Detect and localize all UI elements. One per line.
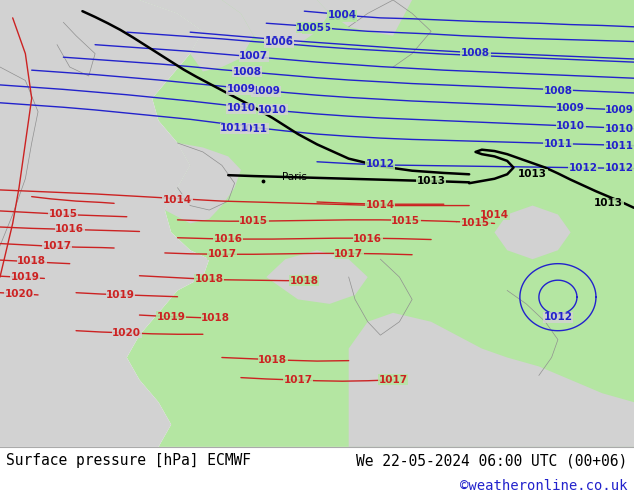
Polygon shape xyxy=(0,0,209,447)
Text: 1017: 1017 xyxy=(42,241,72,251)
Text: 1009: 1009 xyxy=(226,84,256,95)
Text: 1010: 1010 xyxy=(556,121,585,131)
Polygon shape xyxy=(222,0,330,45)
Text: 1014: 1014 xyxy=(163,195,192,205)
Text: 1016: 1016 xyxy=(214,234,243,244)
Text: 1006: 1006 xyxy=(264,37,294,48)
Polygon shape xyxy=(165,143,241,223)
Text: 1017: 1017 xyxy=(207,249,236,259)
Text: 1020: 1020 xyxy=(4,289,34,298)
Text: 1004: 1004 xyxy=(328,10,357,20)
Text: 1016: 1016 xyxy=(353,234,382,244)
Text: 1011: 1011 xyxy=(605,141,634,151)
Text: 1019: 1019 xyxy=(157,312,186,322)
Text: 1008: 1008 xyxy=(233,67,262,76)
Text: 1012: 1012 xyxy=(543,312,573,322)
Text: 1008: 1008 xyxy=(461,48,490,58)
Text: 1012: 1012 xyxy=(366,159,395,170)
Text: 1019: 1019 xyxy=(106,290,135,300)
Text: 1011: 1011 xyxy=(239,123,268,134)
Text: 1018: 1018 xyxy=(290,276,319,286)
Text: 1010: 1010 xyxy=(226,103,256,113)
Text: 1013: 1013 xyxy=(518,169,547,179)
Text: 1017: 1017 xyxy=(283,375,313,385)
Text: 1018: 1018 xyxy=(258,355,287,365)
Text: 1015: 1015 xyxy=(49,209,78,219)
Text: 1005: 1005 xyxy=(302,23,332,33)
Text: ©weatheronline.co.uk: ©weatheronline.co.uk xyxy=(460,479,628,490)
Text: 1020: 1020 xyxy=(112,328,141,338)
Text: 1012: 1012 xyxy=(569,163,598,173)
Text: 1005: 1005 xyxy=(296,23,325,33)
Text: 1010: 1010 xyxy=(605,123,634,134)
Text: 1015: 1015 xyxy=(239,216,268,226)
Text: 1011: 1011 xyxy=(543,139,573,149)
Polygon shape xyxy=(317,0,412,36)
Polygon shape xyxy=(349,313,634,447)
Text: 1009: 1009 xyxy=(252,86,281,96)
Text: 1014: 1014 xyxy=(366,199,395,210)
Text: 1017: 1017 xyxy=(378,375,408,385)
Polygon shape xyxy=(495,206,571,259)
Text: 1011: 1011 xyxy=(220,123,249,133)
Text: 1009: 1009 xyxy=(556,103,585,113)
Text: 1013: 1013 xyxy=(594,198,623,208)
Text: 1018: 1018 xyxy=(195,274,224,284)
Text: 1008: 1008 xyxy=(543,86,573,96)
Text: 1014: 1014 xyxy=(480,210,509,220)
Polygon shape xyxy=(0,0,634,447)
Text: Paris: Paris xyxy=(282,172,307,182)
Text: 1004: 1004 xyxy=(328,12,357,22)
Text: 1018: 1018 xyxy=(17,256,46,267)
Polygon shape xyxy=(139,0,254,72)
Text: 1017: 1017 xyxy=(334,249,363,259)
Text: 1009: 1009 xyxy=(605,105,634,115)
Text: Surface pressure [hPa] ECMWF: Surface pressure [hPa] ECMWF xyxy=(6,453,251,468)
Text: 1015: 1015 xyxy=(461,219,490,228)
Text: 1015: 1015 xyxy=(391,216,420,226)
Text: We 22-05-2024 06:00 UTC (00+06): We 22-05-2024 06:00 UTC (00+06) xyxy=(356,453,628,468)
Text: 1019: 1019 xyxy=(11,272,40,282)
Text: 1018: 1018 xyxy=(201,313,230,323)
Text: 1006: 1006 xyxy=(264,36,294,46)
Text: 1012: 1012 xyxy=(605,163,634,173)
Polygon shape xyxy=(266,250,368,304)
Text: 1007: 1007 xyxy=(239,51,268,61)
Text: 1016: 1016 xyxy=(55,224,84,234)
Text: 1010: 1010 xyxy=(258,105,287,115)
Text: 1013: 1013 xyxy=(417,176,446,186)
